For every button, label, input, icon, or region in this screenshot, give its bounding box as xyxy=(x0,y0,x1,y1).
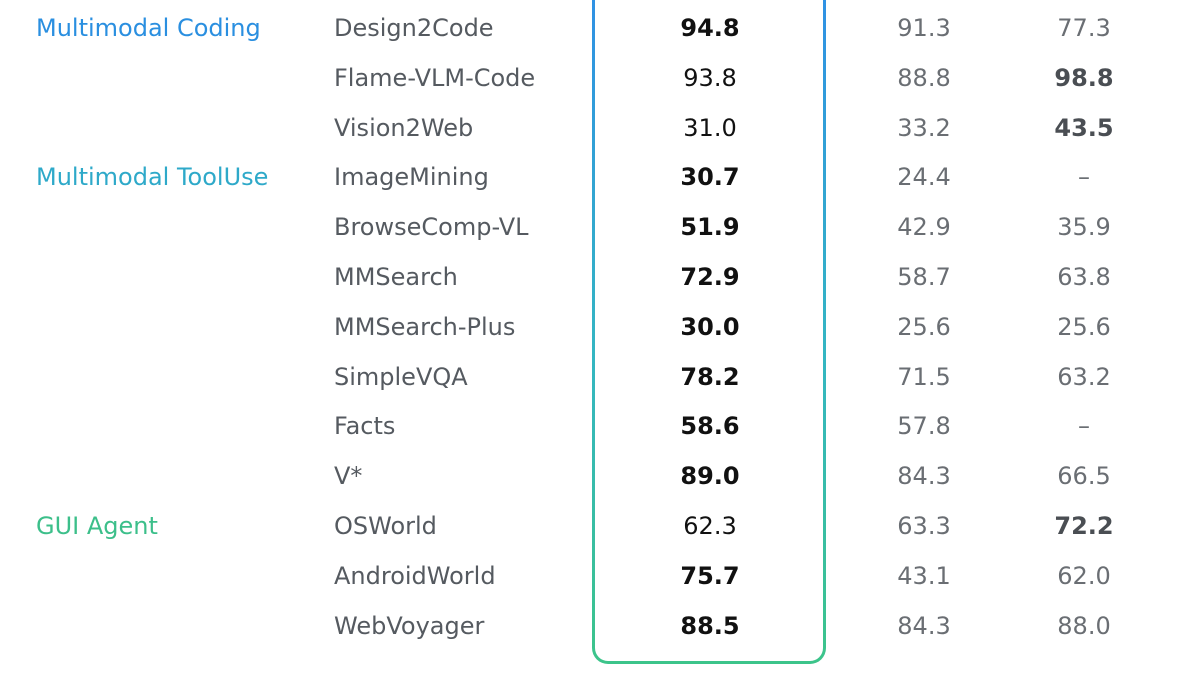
category-label: GUI Agent xyxy=(36,512,158,540)
value-model-3: – xyxy=(1078,163,1090,192)
value-highlighted-model: 89.0 xyxy=(680,462,740,491)
value-highlighted-model: 30.7 xyxy=(680,163,740,192)
benchmark-name: AndroidWorld xyxy=(334,561,496,590)
table-row: MMSearch-Plus 30.0 25.6 25.6 xyxy=(0,302,1200,352)
value-model-3: 63.8 xyxy=(1057,263,1111,291)
value-model-2: 88.8 xyxy=(897,63,951,92)
value-model-3: 43.5 xyxy=(1054,113,1114,142)
value-highlighted-model: 31.0 xyxy=(683,113,737,142)
benchmark-name: Facts xyxy=(334,412,396,441)
benchmark-name: Flame-VLM-Code xyxy=(334,63,536,92)
value-model-3: 98.8 xyxy=(1054,63,1114,92)
benchmark-name: SimpleVQA xyxy=(334,362,468,391)
table-row: MMSearch 72.9 58.7 63.8 xyxy=(0,252,1200,302)
value-highlighted-model: 62.3 xyxy=(683,512,737,540)
benchmark-name: MMSearch-Plus xyxy=(334,312,516,341)
value-model-2: 63.3 xyxy=(897,512,951,540)
value-model-3: – xyxy=(1078,412,1090,441)
value-model-2: 57.8 xyxy=(897,412,951,441)
value-highlighted-model: 58.6 xyxy=(680,412,740,441)
highlighted-model-column-frame xyxy=(592,0,826,664)
value-model-3: 25.6 xyxy=(1057,312,1111,341)
value-model-2: 71.5 xyxy=(897,362,951,391)
benchmark-name: WebVoyager xyxy=(334,611,485,640)
value-model-3: 72.2 xyxy=(1054,512,1114,540)
value-model-3: 66.5 xyxy=(1057,462,1111,491)
benchmark-name: OSWorld xyxy=(334,512,437,540)
benchmark-name: MMSearch xyxy=(334,263,458,291)
value-highlighted-model: 78.2 xyxy=(680,362,740,391)
value-model-2: 25.6 xyxy=(897,312,951,341)
value-model-2: 84.3 xyxy=(897,611,951,640)
value-model-2: 42.9 xyxy=(897,213,951,242)
value-highlighted-model: 88.5 xyxy=(680,611,740,640)
table-row: WebVoyager 88.5 84.3 88.0 xyxy=(0,601,1200,651)
value-model-3: 77.3 xyxy=(1057,14,1111,42)
table-row: SimpleVQA 78.2 71.5 63.2 xyxy=(0,352,1200,402)
value-highlighted-model: 30.0 xyxy=(680,312,740,341)
table-row: Vision2Web 31.0 33.2 43.5 xyxy=(0,103,1200,153)
value-model-2: 58.7 xyxy=(897,263,951,291)
benchmark-name: BrowseComp-VL xyxy=(334,213,529,242)
table-row: GUI Agent OSWorld 62.3 63.3 72.2 xyxy=(0,501,1200,551)
value-highlighted-model: 94.8 xyxy=(680,14,740,42)
benchmark-name: Design2Code xyxy=(334,14,494,42)
benchmark-name: V* xyxy=(334,462,363,491)
benchmark-name: ImageMining xyxy=(334,163,489,192)
benchmark-name: Vision2Web xyxy=(334,113,474,142)
value-model-3: 63.2 xyxy=(1057,362,1111,391)
table-row: Flame-VLM-Code 93.8 88.8 98.8 xyxy=(0,53,1200,103)
value-model-2: 84.3 xyxy=(897,462,951,491)
table-row: V* 89.0 84.3 66.5 xyxy=(0,451,1200,501)
value-model-2: 43.1 xyxy=(897,561,951,590)
table-row: Facts 58.6 57.8 – xyxy=(0,401,1200,451)
category-label: Multimodal ToolUse xyxy=(36,163,269,192)
table-row: Multimodal Coding Design2Code 94.8 91.3 77.3 xyxy=(0,3,1200,53)
value-model-3: 62.0 xyxy=(1057,561,1111,590)
value-model-3: 88.0 xyxy=(1057,611,1111,640)
value-highlighted-model: 72.9 xyxy=(680,263,740,291)
table-row: AndroidWorld 75.7 43.1 62.0 xyxy=(0,551,1200,601)
value-model-2: 24.4 xyxy=(897,163,951,192)
value-model-2: 33.2 xyxy=(897,113,951,142)
value-highlighted-model: 93.8 xyxy=(683,63,737,92)
value-highlighted-model: 75.7 xyxy=(680,561,740,590)
value-model-2: 91.3 xyxy=(897,14,951,42)
table-row: BrowseComp-VL 51.9 42.9 35.9 xyxy=(0,202,1200,252)
value-model-3: 35.9 xyxy=(1057,213,1111,242)
category-label: Multimodal Coding xyxy=(36,14,261,42)
value-highlighted-model: 51.9 xyxy=(680,213,740,242)
table-row: Multimodal ToolUse ImageMining 30.7 24.4 – xyxy=(0,152,1200,202)
